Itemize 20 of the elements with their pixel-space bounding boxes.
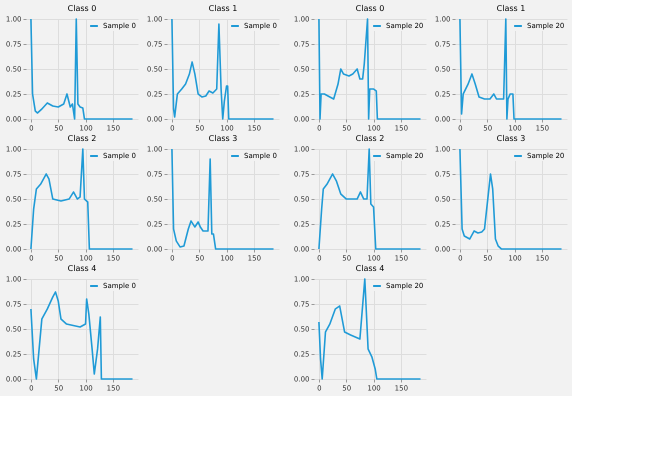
line-series xyxy=(318,278,422,380)
line-series xyxy=(171,18,274,120)
chart-title: Class 0 xyxy=(356,4,384,13)
chart-title: Class 0 xyxy=(68,4,96,13)
chart-title: Class 1 xyxy=(496,4,526,13)
line-series xyxy=(30,18,134,120)
chart-title: Class 3 xyxy=(208,134,238,143)
chart-title: Class 2 xyxy=(356,134,384,143)
line-series xyxy=(459,148,562,250)
chart-title: Class 1 xyxy=(208,4,238,13)
chart-title: Class 2 xyxy=(68,134,96,143)
line-series xyxy=(318,148,422,250)
chart-title: Class 4 xyxy=(68,264,96,273)
line-series xyxy=(318,18,422,120)
line-series xyxy=(459,18,562,120)
line-series xyxy=(30,148,134,250)
chart-title: Class 3 xyxy=(496,134,526,143)
line-series xyxy=(30,291,134,380)
line-series xyxy=(171,148,274,250)
chart-title: Class 4 xyxy=(356,264,384,273)
